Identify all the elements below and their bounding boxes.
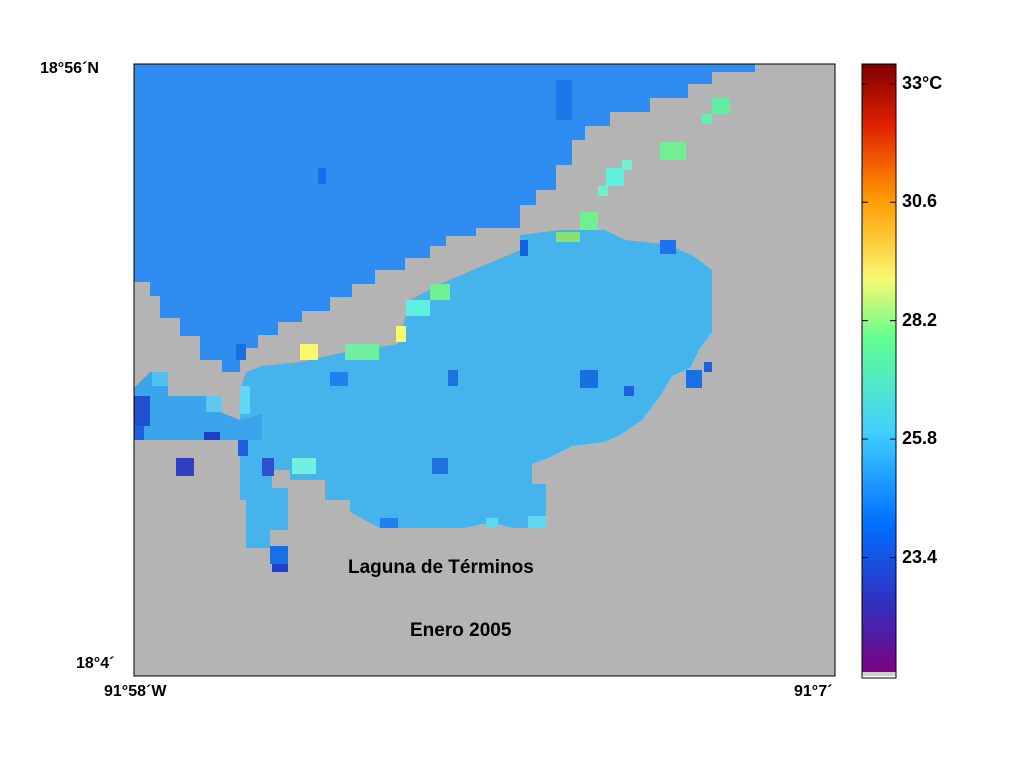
west-channel-area — [134, 372, 240, 440]
colorbar-tick-label: 23.4 — [902, 546, 938, 567]
west-connection-area — [240, 414, 262, 440]
colorbar-tick-label: 25.8 — [902, 428, 938, 449]
colorbar — [861, 63, 897, 679]
colorbar-tick-label: 28.2 — [902, 309, 938, 330]
lagoon-area — [240, 230, 712, 548]
longitude-right-label: 91°7´ — [794, 683, 833, 700]
colorbar-tick-label: 33°C — [902, 72, 943, 93]
map-title: Laguna de Términos — [348, 557, 534, 578]
map-subtitle: Enero 2005 — [410, 620, 512, 641]
map-frame — [133, 63, 836, 677]
colorbar-gradient — [862, 64, 896, 676]
colorbar-frame — [861, 63, 897, 679]
sst-pixel-anomalies — [134, 80, 730, 572]
colorbar-tick-label: 30.6 — [902, 191, 938, 212]
latitude-bottom-label: 18°4´ — [76, 655, 115, 672]
longitude-left-label: 91°58´W — [104, 683, 167, 700]
gulf-sea-area — [134, 64, 755, 372]
latitude-top-label: 18°56´N — [40, 60, 99, 77]
